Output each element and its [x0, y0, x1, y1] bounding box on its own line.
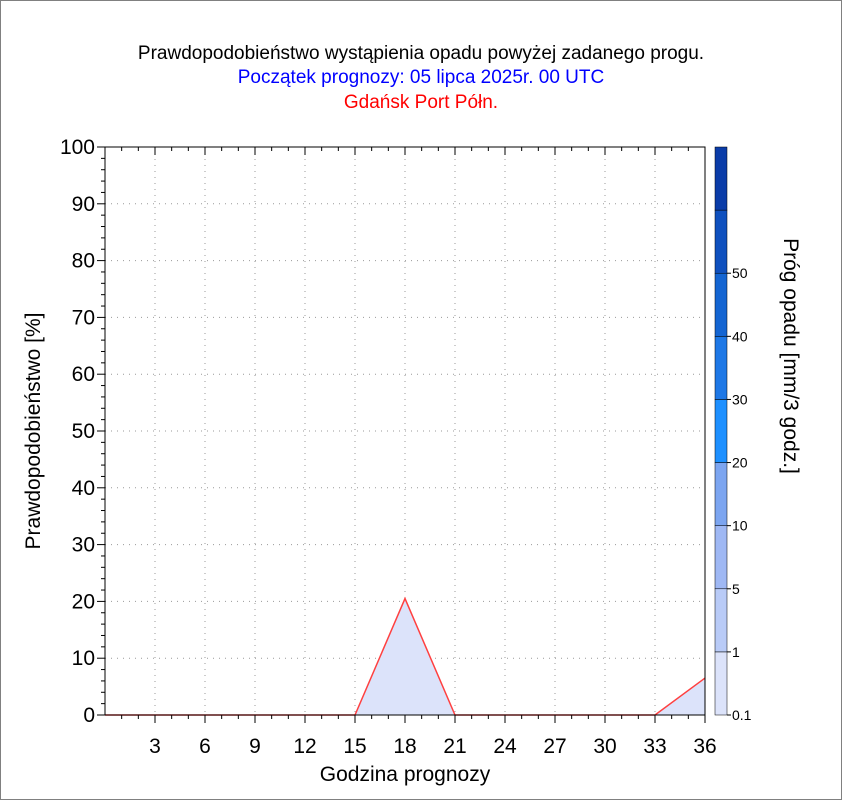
colorbar-segment — [714, 588, 728, 653]
colorbar-segment — [714, 209, 728, 274]
forecast-start-subtitle: Początek prognozy: 05 lipca 2025r. 00 UT… — [237, 67, 605, 88]
x-tick-label: 12 — [293, 735, 316, 758]
y-tick-label: 40 — [72, 477, 95, 500]
x-tick-label: 30 — [593, 735, 616, 758]
y-tick-label: 30 — [72, 534, 95, 557]
y-axis-label: Prawdopodobieństwo [%] — [22, 313, 45, 550]
colorbar-tick-label: 0.1 — [732, 707, 752, 723]
x-tick-label: 6 — [199, 735, 211, 758]
colorbar-segment — [714, 146, 728, 211]
y-tick-label: 80 — [72, 250, 95, 273]
x-tick-label: 3 — [149, 735, 161, 758]
x-tick-label: 18 — [393, 735, 416, 758]
y-tick-label: 10 — [72, 647, 95, 670]
colorbar-tick-label: 50 — [732, 265, 748, 281]
colorbar-tick-label: 30 — [732, 391, 748, 407]
y-tick-label: 60 — [72, 363, 95, 386]
y-tick-label: 0 — [83, 704, 95, 727]
y-tick-label: 70 — [72, 306, 95, 329]
colorbar-segment — [714, 651, 728, 716]
x-tick-label: 33 — [643, 735, 666, 758]
colorbar-tick-label: 1 — [732, 644, 740, 660]
chart-title: Prawdopodobieństwo wystąpienia opadu pow… — [137, 43, 705, 64]
colorbar-tick-label: 20 — [732, 455, 748, 471]
x-axis-label: Godzina prognozy — [320, 763, 491, 786]
y-tick-label: 50 — [72, 420, 95, 443]
colorbar-segment — [714, 462, 728, 526]
location-label: Gdańsk Port Półn. — [343, 92, 499, 113]
x-tick-label: 24 — [493, 735, 517, 758]
series-layer — [104, 596, 706, 716]
series-area — [105, 598, 705, 715]
y-tick-label: 90 — [72, 193, 95, 216]
x-tick-label: 9 — [249, 735, 261, 758]
colorbar-tick-label: 10 — [732, 518, 748, 534]
x-tick-label: 36 — [693, 735, 716, 758]
x-tick-label: 15 — [343, 735, 366, 758]
colorbar-segment — [714, 336, 728, 400]
colorbar-segment — [714, 525, 728, 590]
colorbar-label: Próg opadu [mm/3 godz.] — [779, 238, 802, 474]
y-tick-label: 20 — [72, 590, 95, 613]
x-tick-label: 21 — [443, 735, 466, 758]
x-tick-label: 27 — [543, 735, 566, 758]
y-tick-label: 100 — [60, 136, 95, 159]
colorbar-tick-label: 40 — [732, 328, 748, 344]
colorbar-segment — [714, 272, 728, 337]
colorbar-tick-label: 5 — [732, 581, 740, 597]
colorbar: 0.1 1 5 10 20 30 40 50 — [714, 146, 752, 723]
colorbar-segment — [714, 399, 728, 463]
